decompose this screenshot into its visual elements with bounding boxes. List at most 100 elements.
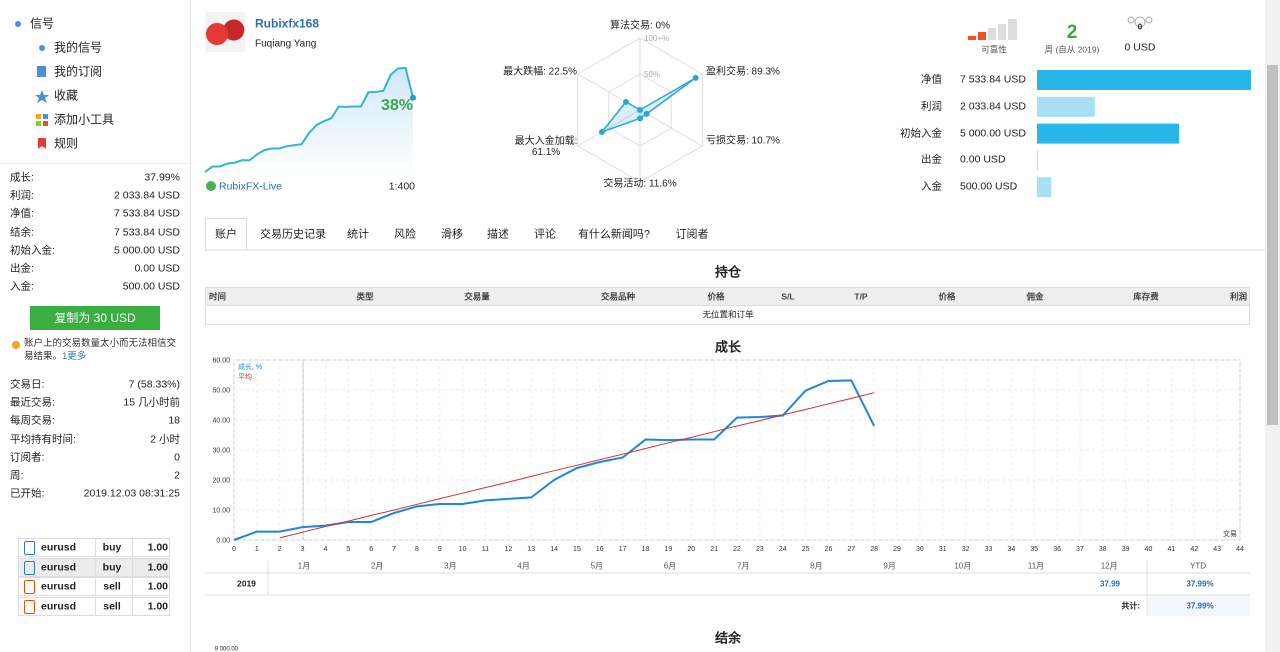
sparkline bbox=[204, 66, 414, 173]
tab[interactable]: 账户 bbox=[215, 228, 237, 241]
trade-symbol: eurusd bbox=[41, 580, 77, 593]
reliability-label: 可靠性 bbox=[981, 44, 1007, 55]
month-label: 4月 bbox=[517, 561, 530, 571]
trade-type: sell bbox=[103, 600, 121, 613]
tab[interactable]: 有什么新闻吗? bbox=[577, 228, 651, 241]
nav-item[interactable]: 我的信号 bbox=[54, 40, 103, 55]
x-tick-label: 15 bbox=[573, 546, 581, 553]
month-label: 6月 bbox=[663, 561, 677, 571]
month-label: 12月 bbox=[1100, 561, 1118, 571]
column-header: 时间 bbox=[209, 291, 227, 302]
trade-icon bbox=[24, 580, 35, 595]
scrollbar[interactable] bbox=[1265, 0, 1280, 652]
tab[interactable]: 描述 bbox=[487, 228, 509, 241]
x-tick-label: 25 bbox=[802, 546, 810, 553]
nav-item[interactable]: 收藏 bbox=[54, 88, 79, 103]
stat-label: 订阅者: bbox=[10, 451, 45, 464]
y-tick-label: 10.00 bbox=[212, 508, 230, 515]
tab[interactable]: 统计 bbox=[347, 228, 369, 241]
radar-axis bbox=[639, 109, 703, 147]
x-tick-label: 0 bbox=[232, 546, 236, 553]
stat-value: 18 bbox=[168, 414, 180, 427]
stat-label: 净值: bbox=[10, 207, 34, 220]
radar-point bbox=[692, 74, 699, 81]
total-value: 37.99% bbox=[1186, 601, 1214, 611]
x-tick-label: 42 bbox=[1190, 546, 1198, 553]
x-tick-label: 35 bbox=[1030, 546, 1038, 553]
radar-tick-label: 50% bbox=[644, 70, 660, 79]
tab[interactable]: 滑移 bbox=[441, 228, 463, 241]
x-tick-label: 24 bbox=[779, 546, 787, 553]
month-label: YTD bbox=[1190, 561, 1206, 571]
trade-type: buy bbox=[102, 561, 122, 574]
column-header: T/P bbox=[854, 291, 868, 302]
nav-item[interactable]: 我的订阅 bbox=[54, 64, 103, 79]
x-tick-label: 20 bbox=[687, 546, 695, 553]
x-tick-label: 34 bbox=[1007, 546, 1015, 553]
warning-text: 账户上的交易数量太小而无法相信交易结果。 bbox=[24, 338, 177, 362]
total-label: 共计: bbox=[1121, 601, 1140, 611]
nav-item[interactable]: 添加小工具 bbox=[54, 112, 115, 127]
tab[interactable]: 风险 bbox=[394, 228, 416, 241]
nav-icons bbox=[12, 21, 216, 349]
radar-label: 最大跌幅: 22.5% bbox=[503, 66, 577, 78]
x-tick-label: 37 bbox=[1076, 546, 1084, 553]
stat-value: 500.00 USD bbox=[122, 280, 180, 293]
weeks-label: 周 (自从 2019) bbox=[1044, 44, 1100, 55]
x-tick-label: 36 bbox=[1053, 546, 1061, 553]
x-tick-label: 2 bbox=[278, 546, 282, 553]
radar-label: 盈利交易: 89.3% bbox=[706, 66, 780, 78]
x-tick-label: 41 bbox=[1168, 546, 1176, 553]
leverage: 1:400 bbox=[388, 180, 415, 193]
bar-label: 出金 bbox=[921, 153, 942, 166]
radar-area bbox=[599, 77, 697, 134]
bar-value: 500.00 USD bbox=[960, 180, 1018, 193]
radar-point bbox=[598, 128, 605, 135]
bar-label: 净值 bbox=[921, 73, 942, 86]
stat-label: 周: bbox=[10, 469, 24, 482]
column-header: 交易量 bbox=[464, 291, 490, 302]
tab[interactable]: 订阅者 bbox=[675, 228, 709, 241]
bar-value: 7 533.84 USD bbox=[960, 73, 1026, 86]
month-label: 3月 bbox=[444, 561, 457, 571]
tab[interactable]: 评论 bbox=[534, 228, 556, 241]
x-tick-label: 1 bbox=[255, 546, 259, 553]
trade-volume: 1.00 bbox=[147, 600, 168, 613]
bar bbox=[1037, 123, 1180, 144]
cell-divider bbox=[132, 557, 133, 577]
subscribers-funds: 0 USD bbox=[1124, 41, 1156, 54]
stat-label: 每周交易: bbox=[10, 414, 55, 427]
stat-label: 最近交易: bbox=[10, 396, 55, 409]
copy-button[interactable]: 复制为 30 USD bbox=[30, 306, 160, 330]
bar-label: 初始入金 bbox=[900, 127, 942, 140]
x-tick-label: 39 bbox=[1122, 546, 1130, 553]
month-label: 1月 bbox=[297, 561, 311, 571]
stat-value: 15 几小时前 bbox=[123, 396, 180, 409]
section-title: 结余 bbox=[714, 630, 742, 646]
trade-icon bbox=[24, 541, 35, 555]
subscribers-icon bbox=[1127, 16, 1153, 28]
x-tick-label: 8 bbox=[415, 546, 419, 553]
stat-label: 初始入金: bbox=[10, 244, 55, 257]
cell-divider bbox=[95, 577, 96, 597]
nav-item[interactable]: 规则 bbox=[54, 136, 79, 151]
x-tick-label: 21 bbox=[710, 546, 718, 553]
more-link[interactable]: 1更多 bbox=[62, 351, 87, 362]
stat-value: 7 533.84 USD bbox=[114, 226, 180, 239]
stat-value: 7 (58.33%) bbox=[128, 378, 180, 391]
scroll-thumb[interactable] bbox=[1267, 65, 1278, 425]
series-line bbox=[279, 392, 875, 539]
stat-value: 7 533.84 USD bbox=[114, 207, 180, 220]
empty-row: 无位置和订单 bbox=[702, 309, 754, 320]
trade-type: buy bbox=[102, 541, 122, 554]
tab[interactable]: 交易历史记录 bbox=[260, 228, 326, 241]
column-header: 利润 bbox=[1229, 291, 1247, 302]
signal-name[interactable]: Rubixfx168 bbox=[255, 16, 320, 31]
y-tick-label: 40.00 bbox=[212, 418, 230, 425]
trade-volume: 1.00 bbox=[147, 580, 168, 593]
nav-item[interactable]: 信号 bbox=[30, 16, 55, 31]
column-header: 价格 bbox=[938, 291, 956, 302]
stat-label: 成长: bbox=[10, 171, 34, 184]
stat-value: 2 033.84 USD bbox=[114, 189, 180, 202]
